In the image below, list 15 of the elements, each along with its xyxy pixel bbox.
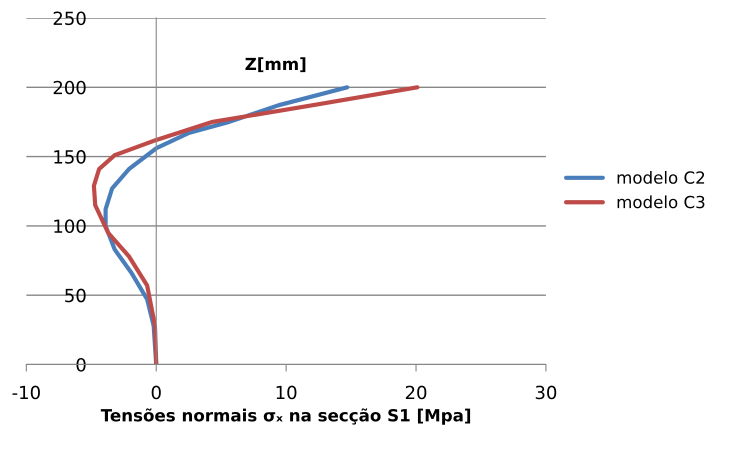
y-tick-label: 200 [54, 80, 86, 94]
x-tick-label: 30 [536, 386, 556, 400]
line-series [92, 85, 420, 364]
legend-label: modelo C2 [618, 170, 704, 184]
y-tick-label: 150 [54, 150, 86, 164]
x-tick-label: 0 [152, 386, 161, 400]
y-tick-label: 100 [54, 219, 86, 234]
x-tick-label: 20 [406, 386, 426, 400]
legend-label: modelo C3 [618, 195, 704, 208]
y-axis-title: Z[mm] [245, 57, 306, 72]
x-tick-label: -10 [12, 386, 40, 400]
y-tick-label: 50 [65, 288, 86, 302]
x-axis-title: Tensões normais σₓ na secção S1 [Mpa] [100, 408, 470, 425]
x-tick-label: 10 [276, 386, 296, 400]
y-tick-label: 250 [54, 11, 86, 26]
